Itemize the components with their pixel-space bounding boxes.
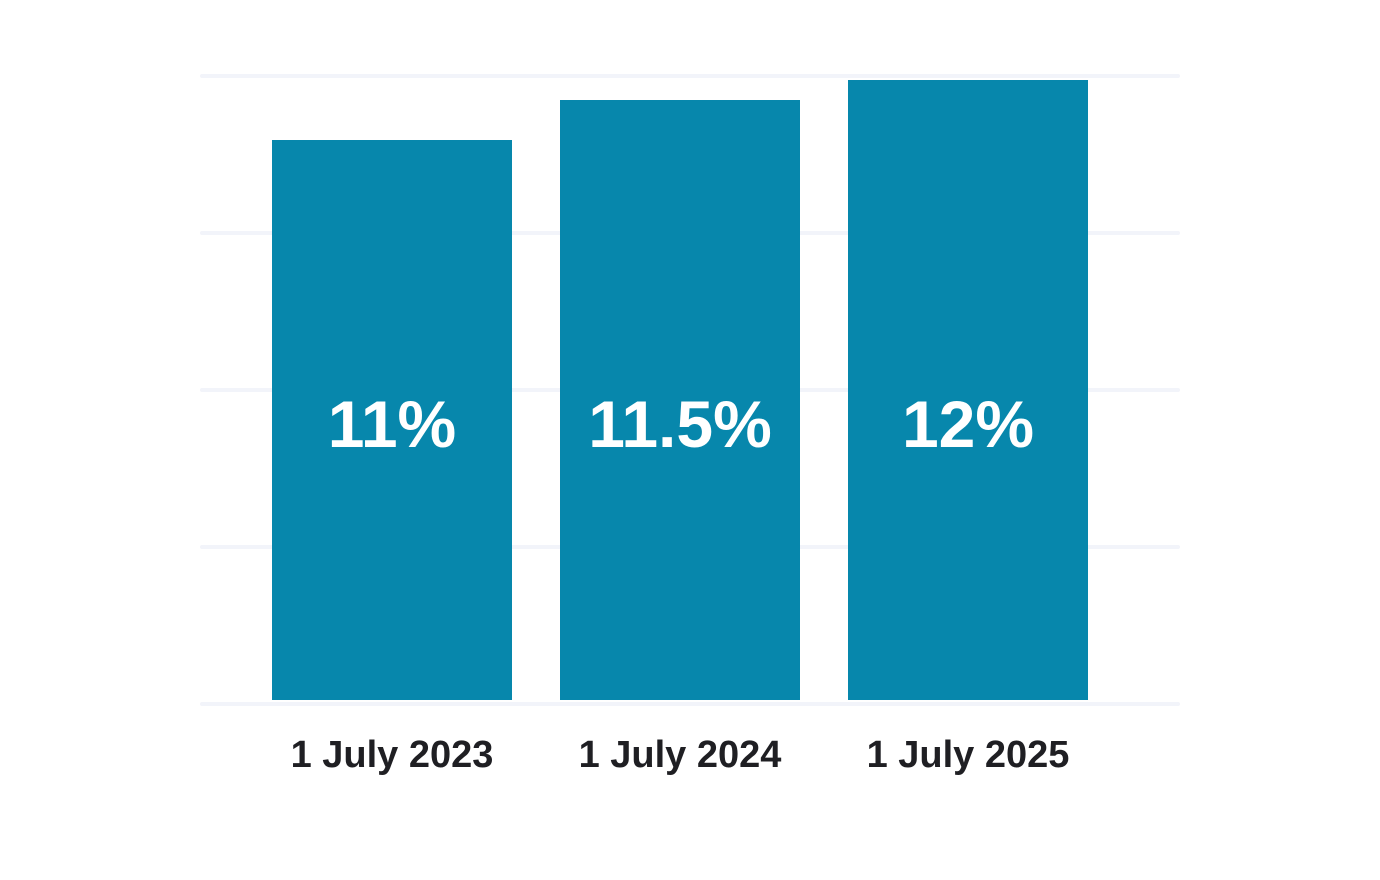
category-label: 1 July 2023 [290, 734, 494, 776]
bar: 12% [848, 80, 1088, 700]
category-label: 1 July 2024 [578, 734, 782, 776]
gridline [200, 702, 1180, 706]
bar-value-label: 12% [901, 387, 1035, 461]
bar-value-label: 11.5% [588, 387, 772, 461]
bar-value-label: 11% [327, 387, 457, 461]
category-label: 1 July 2025 [866, 734, 1070, 776]
bar: 11% [272, 140, 512, 700]
bar: 11.5% [560, 100, 800, 700]
gridline [200, 74, 1180, 78]
